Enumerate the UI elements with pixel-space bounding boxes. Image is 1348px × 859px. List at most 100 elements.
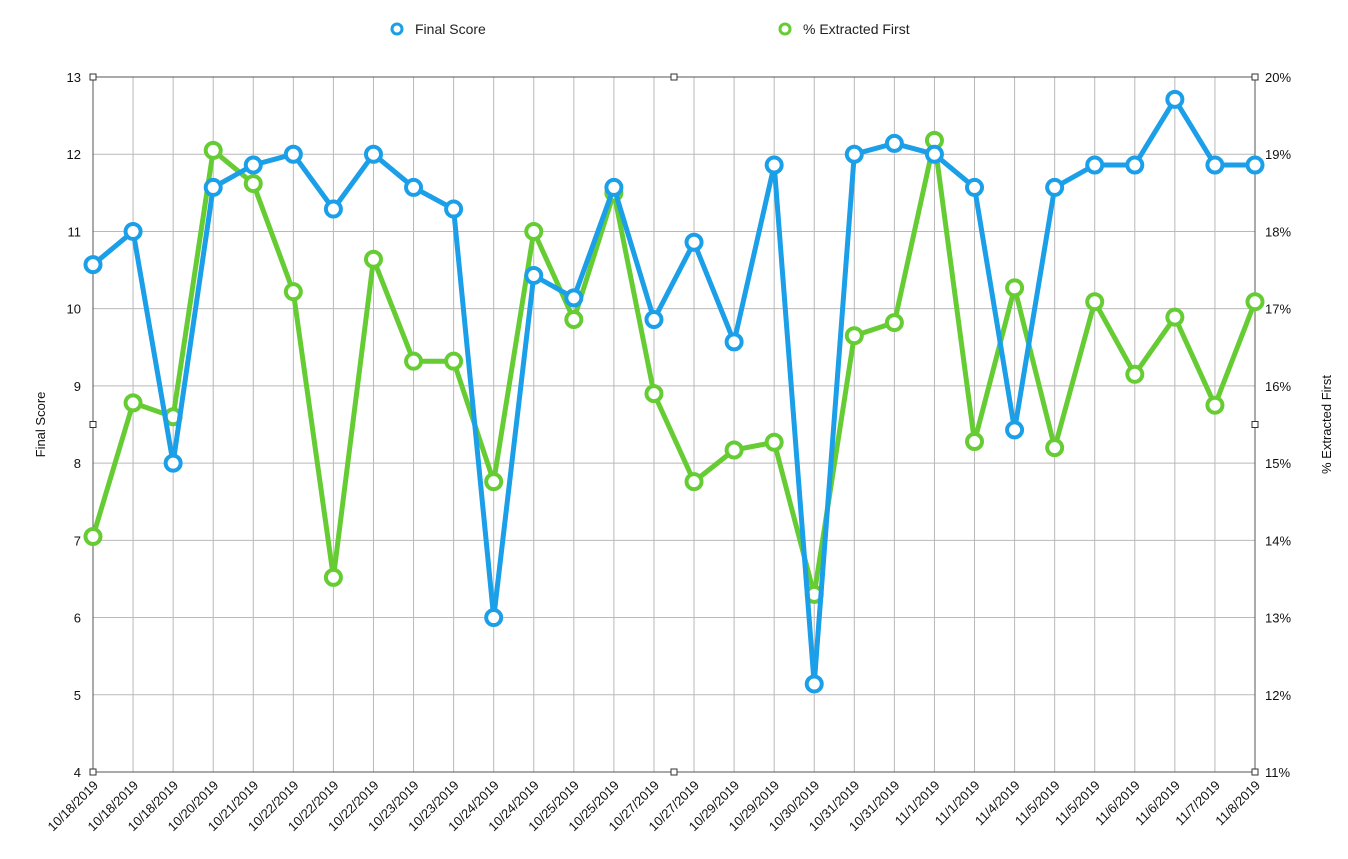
resize-handle[interactable] [1251, 768, 1259, 776]
resize-handle[interactable] [89, 768, 97, 776]
grid-lines [92, 76, 1256, 773]
y2-tick-label: 13% [1265, 611, 1291, 626]
data-point-final-score[interactable] [564, 288, 584, 308]
y2-tick-label: 19% [1265, 147, 1291, 162]
plot-border [92, 76, 1256, 773]
data-point-extracted-first[interactable] [965, 431, 985, 451]
data-point-extracted-first[interactable] [1045, 438, 1065, 458]
data-point-final-score[interactable] [123, 221, 143, 241]
y2-tick-label: 15% [1265, 456, 1291, 471]
data-point-final-score[interactable] [764, 155, 784, 175]
data-point-final-score[interactable] [804, 674, 824, 694]
data-point-extracted-first[interactable] [444, 351, 464, 371]
legend-item-extracted-first[interactable]: % Extracted First [778, 21, 910, 37]
data-point-final-score[interactable] [404, 177, 424, 197]
legend-label-extracted-first: % Extracted First [803, 21, 910, 37]
data-point-final-score[interactable] [323, 199, 343, 219]
data-point-final-score[interactable] [884, 133, 904, 153]
data-point-final-score[interactable] [203, 177, 223, 197]
data-point-extracted-first[interactable] [283, 282, 303, 302]
data-point-extracted-first[interactable] [844, 326, 864, 346]
left-axis-title: Final Score [33, 392, 48, 458]
data-point-extracted-first[interactable] [1085, 292, 1105, 312]
data-point-final-score[interactable] [965, 177, 985, 197]
data-point-final-score[interactable] [1205, 155, 1225, 175]
data-point-extracted-first[interactable] [363, 249, 383, 269]
y2-tick-label: 16% [1265, 379, 1291, 394]
y-tick-label: 7 [74, 533, 81, 548]
x-tick-labels: 10/18/201910/18/201910/18/201910/20/2019… [44, 778, 1263, 835]
plot-frame [89, 73, 1259, 776]
data-point-extracted-first[interactable] [1125, 364, 1145, 384]
data-point-extracted-first[interactable] [203, 140, 223, 160]
legend-item-final-score[interactable]: Final Score [390, 21, 486, 37]
data-point-final-score[interactable] [844, 144, 864, 164]
data-point-extracted-first[interactable] [1165, 307, 1185, 327]
y-tick-label: 5 [74, 688, 81, 703]
data-point-final-score[interactable] [724, 332, 744, 352]
data-point-final-score[interactable] [604, 177, 624, 197]
data-point-final-score[interactable] [1045, 177, 1065, 197]
data-point-extracted-first[interactable] [764, 432, 784, 452]
data-point-final-score[interactable] [363, 144, 383, 164]
legend-marker-extracted-first [778, 22, 792, 36]
data-point-extracted-first[interactable] [1005, 278, 1025, 298]
data-point-extracted-first[interactable] [1205, 395, 1225, 415]
data-point-final-score[interactable] [444, 199, 464, 219]
data-point-extracted-first[interactable] [884, 313, 904, 333]
data-point-extracted-first[interactable] [724, 440, 744, 460]
data-point-final-score[interactable] [644, 309, 664, 329]
data-point-extracted-first[interactable] [684, 472, 704, 492]
data-point-extracted-first[interactable] [123, 393, 143, 413]
data-point-final-score[interactable] [924, 144, 944, 164]
data-point-final-score[interactable] [684, 232, 704, 252]
y2-tick-label: 12% [1265, 688, 1291, 703]
y-tick-label: 10 [67, 302, 81, 317]
y-tick-label: 11 [68, 224, 82, 239]
legend-label-final-score: Final Score [415, 21, 486, 37]
data-point-final-score[interactable] [1165, 89, 1185, 109]
resize-handle[interactable] [670, 768, 678, 776]
left-y-tick-labels: 4 5 6 7 8 9 10 11 12 13 [67, 70, 81, 780]
data-point-extracted-first[interactable] [644, 384, 664, 404]
series-extracted-first [83, 130, 1265, 604]
y2-tick-label: 18% [1265, 224, 1291, 239]
y-tick-label: 8 [74, 456, 81, 471]
series-final-score [83, 89, 1265, 694]
data-point-final-score[interactable] [524, 265, 544, 285]
right-axis-title: % Extracted First [1319, 375, 1334, 474]
y2-tick-label: 17% [1265, 302, 1291, 317]
data-point-extracted-first[interactable] [524, 221, 544, 241]
data-point-extracted-first[interactable] [83, 526, 103, 546]
y2-tick-label: 20% [1265, 70, 1291, 85]
legend-marker-final-score [390, 22, 404, 36]
data-point-final-score[interactable] [1085, 155, 1105, 175]
data-point-final-score[interactable] [1005, 420, 1025, 440]
data-point-extracted-first[interactable] [484, 472, 504, 492]
resize-handle[interactable] [1251, 73, 1259, 81]
data-point-final-score[interactable] [243, 155, 263, 175]
data-point-final-score[interactable] [83, 255, 103, 275]
legend[interactable]: Final Score % Extracted First [390, 21, 910, 37]
data-point-final-score[interactable] [283, 144, 303, 164]
series-line-extracted-first [90, 137, 1258, 597]
data-point-extracted-first[interactable] [564, 309, 584, 329]
data-point-final-score[interactable] [1125, 155, 1145, 175]
data-point-extracted-first[interactable] [404, 351, 424, 371]
y-tick-label: 13 [67, 70, 81, 85]
resize-handle[interactable] [89, 73, 97, 81]
data-point-final-score[interactable] [163, 453, 183, 473]
y2-tick-label: 11% [1265, 765, 1290, 780]
series-line-final-score [90, 96, 1258, 687]
data-point-final-score[interactable] [1245, 155, 1265, 175]
data-point-extracted-first[interactable] [243, 174, 263, 194]
data-point-final-score[interactable] [484, 608, 504, 628]
right-y-tick-labels: 11% 12% 13% 14% 15% 16% 17% 18% 19% 20% [1265, 70, 1291, 780]
resize-handle[interactable] [89, 421, 97, 428]
y-tick-label: 12 [67, 147, 81, 162]
resize-handle[interactable] [1251, 421, 1259, 428]
resize-handle[interactable] [670, 73, 678, 81]
data-point-extracted-first[interactable] [1245, 292, 1265, 312]
data-point-extracted-first[interactable] [323, 567, 343, 587]
